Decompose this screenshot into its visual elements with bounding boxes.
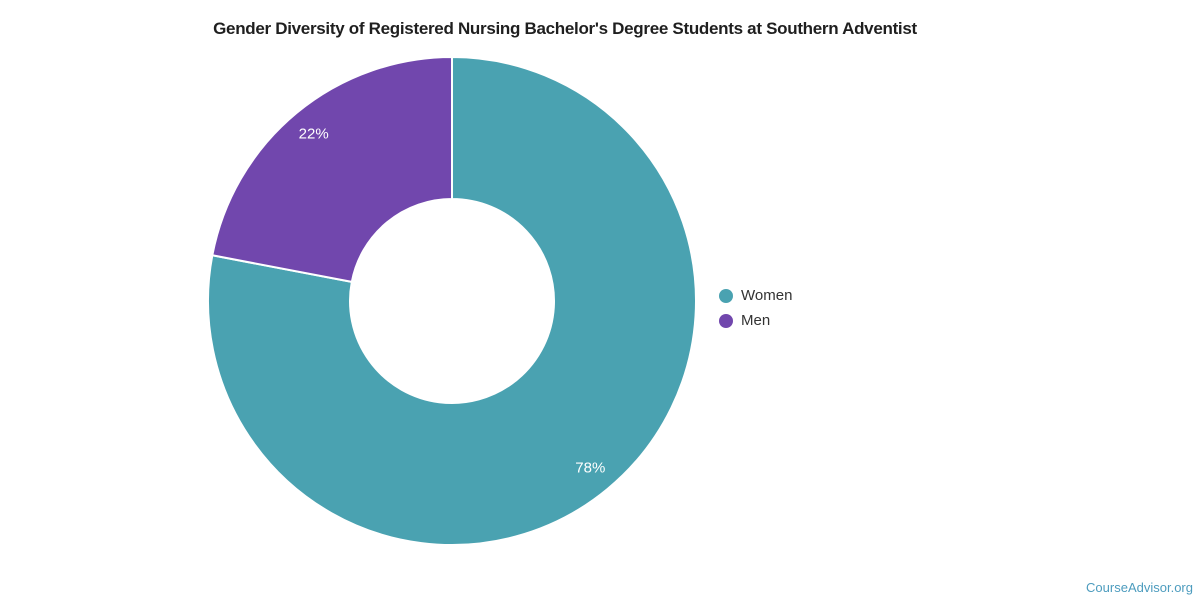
slice-label-men: 22% [299, 125, 329, 142]
legend-label-women: Women [741, 287, 793, 304]
legend-label-men: Men [741, 312, 771, 329]
pie-slice-women[interactable] [207, 56, 697, 546]
watermark-link[interactable]: CourseAdvisor.org [1086, 580, 1193, 595]
chart-title: Gender Diversity of Registered Nursing B… [213, 19, 917, 38]
legend: Women Men [719, 283, 792, 333]
legend-swatch-women [719, 288, 733, 303]
legend-item-women[interactable]: Women [719, 283, 792, 308]
legend-item-men[interactable]: Men [719, 308, 792, 333]
pie-slice-men[interactable] [211, 56, 453, 283]
legend-swatch-men [719, 313, 733, 328]
slice-label-women: 78% [575, 460, 605, 477]
